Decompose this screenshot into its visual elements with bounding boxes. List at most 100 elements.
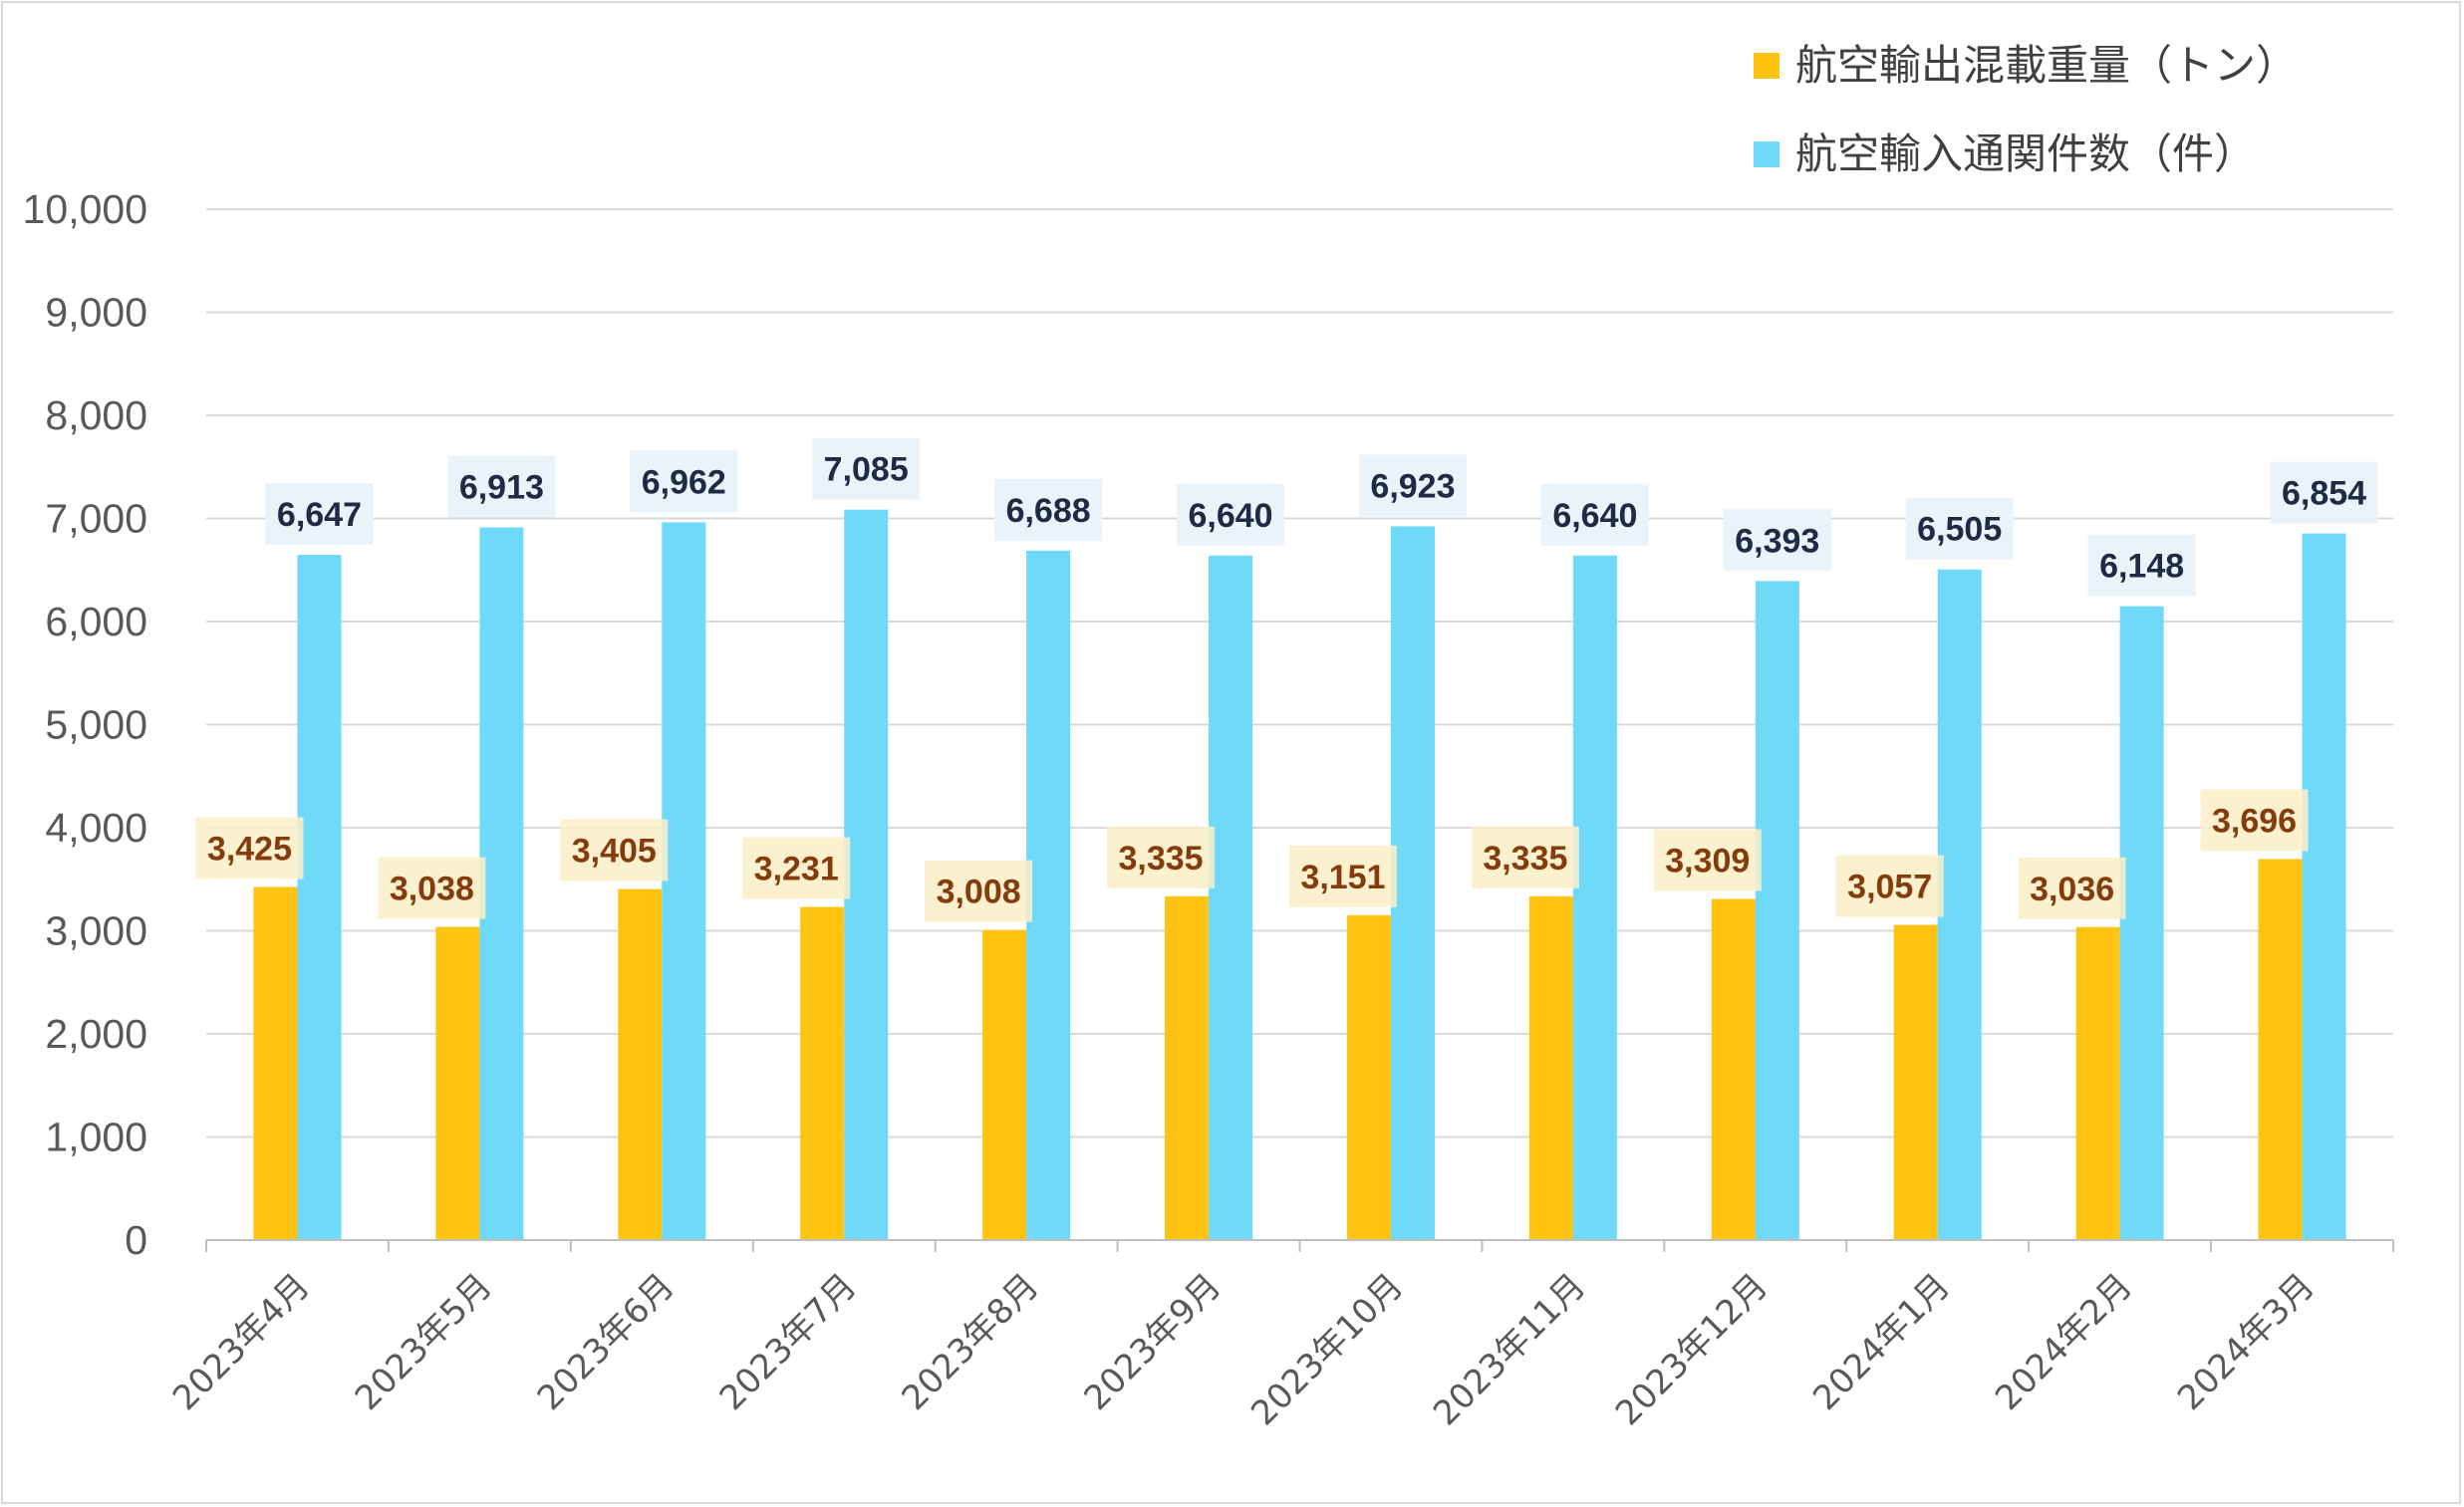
bar-export bbox=[253, 886, 298, 1240]
data-label-text: 3,036 bbox=[2030, 871, 2114, 908]
legend: 航空輸出混載重量（トン） 航空輸入通関件数（件） bbox=[1754, 41, 2298, 178]
bar-export bbox=[800, 906, 845, 1240]
data-label-import: 6,393 bbox=[1723, 509, 1831, 572]
data-label-import: 6,913 bbox=[447, 455, 556, 518]
bar-import bbox=[1026, 550, 1071, 1240]
bar-export bbox=[2258, 859, 2303, 1240]
data-label-import: 6,640 bbox=[1177, 483, 1285, 546]
data-label-export: 3,231 bbox=[742, 837, 851, 899]
data-label-box bbox=[994, 478, 1103, 541]
data-label-text: 3,405 bbox=[572, 833, 657, 871]
y-tick-label: 0 bbox=[125, 1217, 147, 1263]
data-label-box bbox=[1540, 483, 1649, 546]
data-label-text: 7,085 bbox=[824, 451, 909, 489]
data-label-box bbox=[1177, 483, 1285, 546]
data-label-box bbox=[925, 860, 1033, 922]
data-label-box bbox=[560, 819, 669, 881]
data-label-export: 3,335 bbox=[1471, 826, 1579, 888]
y-tick-label: 6,000 bbox=[45, 599, 147, 644]
data-label-import: 6,505 bbox=[1905, 497, 2014, 560]
data-label-box bbox=[2087, 534, 2196, 597]
data-label-box bbox=[1835, 855, 1944, 917]
bar-import bbox=[662, 522, 706, 1240]
data-label-box bbox=[2018, 857, 2126, 919]
data-label-import: 6,688 bbox=[994, 478, 1103, 541]
y-tick-label: 1,000 bbox=[45, 1115, 147, 1160]
bar-import bbox=[479, 527, 524, 1240]
data-label-export: 3,038 bbox=[378, 857, 486, 919]
x-tick-label: 2023年7月 bbox=[712, 1266, 865, 1418]
data-label-text: 6,640 bbox=[1188, 497, 1272, 535]
x-tick-label: 2023年4月 bbox=[165, 1266, 318, 1418]
bar-import bbox=[1209, 555, 1253, 1240]
data-label-box bbox=[1723, 509, 1831, 572]
bar-export bbox=[618, 888, 663, 1240]
data-label-box bbox=[630, 450, 738, 513]
bar-import bbox=[2119, 606, 2164, 1240]
data-label-box bbox=[447, 455, 556, 518]
gridlines bbox=[206, 208, 2393, 1138]
data-label-text: 6,505 bbox=[1917, 511, 2002, 549]
bar-import bbox=[1755, 581, 1799, 1240]
y-tick-label: 10,000 bbox=[23, 186, 147, 232]
bar-import bbox=[297, 555, 342, 1240]
data-label-export: 3,405 bbox=[560, 819, 669, 881]
data-label-import: 6,923 bbox=[1358, 454, 1467, 517]
y-tick-label: 7,000 bbox=[45, 496, 147, 542]
data-label-text: 3,038 bbox=[390, 871, 474, 908]
y-tick-label: 2,000 bbox=[45, 1011, 147, 1057]
data-label-text: 6,393 bbox=[1735, 522, 1819, 560]
bar-export bbox=[1346, 914, 1391, 1240]
data-label-text: 6,913 bbox=[459, 469, 544, 507]
legend-swatch-export bbox=[1754, 53, 1780, 79]
data-label-box bbox=[1358, 454, 1467, 517]
data-label-import: 6,962 bbox=[630, 450, 738, 513]
x-tick-label: 2024年1月 bbox=[1805, 1266, 1958, 1418]
data-label-box bbox=[2270, 461, 2378, 524]
data-label-text: 6,148 bbox=[2099, 548, 2184, 586]
y-tick-label: 3,000 bbox=[45, 908, 147, 954]
data-label-text: 3,057 bbox=[1847, 869, 1932, 906]
data-label-text: 3,151 bbox=[1300, 859, 1385, 896]
bar-import bbox=[844, 509, 889, 1240]
x-tick-label: 2023年12月 bbox=[1608, 1266, 1776, 1433]
x-tick-label: 2023年5月 bbox=[348, 1266, 500, 1418]
bar-import bbox=[1937, 569, 1982, 1240]
data-label-text: 3,696 bbox=[2212, 802, 2297, 840]
data-label-text: 6,640 bbox=[1552, 497, 1637, 535]
legend-label-export: 航空輸出混載重量（トン） bbox=[1795, 41, 2298, 90]
data-label-text: 3,335 bbox=[1118, 840, 1203, 878]
data-label-import: 6,854 bbox=[2270, 461, 2378, 524]
data-label-export: 3,036 bbox=[2018, 857, 2126, 919]
bar-export bbox=[1711, 898, 1756, 1240]
data-label-text: 3,309 bbox=[1665, 843, 1750, 880]
y-tick-label: 8,000 bbox=[45, 392, 147, 438]
bar-export bbox=[982, 929, 1027, 1240]
x-tick-label: 2023年8月 bbox=[895, 1266, 1047, 1418]
bar-import bbox=[1390, 526, 1435, 1240]
data-label-text: 3,335 bbox=[1483, 840, 1567, 878]
legend-label-import: 航空輸入通関件数（件） bbox=[1795, 129, 2256, 178]
data-label-export: 3,425 bbox=[195, 817, 304, 879]
data-label-import: 6,647 bbox=[265, 483, 374, 546]
data-label-import: 7,085 bbox=[812, 437, 921, 500]
bar-export bbox=[1893, 924, 1938, 1240]
x-tick-label: 2024年2月 bbox=[1988, 1266, 2140, 1418]
data-label-box bbox=[2200, 789, 2309, 852]
bar-export bbox=[1528, 895, 1573, 1240]
legend-swatch-import bbox=[1754, 141, 1780, 167]
data-label-text: 6,923 bbox=[1370, 467, 1455, 505]
data-label-box bbox=[1471, 826, 1579, 888]
data-label-text: 6,854 bbox=[2282, 475, 2366, 513]
bar-import bbox=[1572, 555, 1617, 1240]
x-tick-label: 2023年10月 bbox=[1243, 1266, 1411, 1433]
data-label-text: 3,231 bbox=[754, 851, 839, 888]
legend-item-export: 航空輸出混載重量（トン） bbox=[1754, 41, 2298, 90]
x-tick-label: 2023年11月 bbox=[1426, 1266, 1593, 1433]
data-label-text: 3,008 bbox=[937, 874, 1021, 911]
data-label-import: 6,640 bbox=[1540, 483, 1649, 546]
bars bbox=[253, 509, 2346, 1240]
bar-export bbox=[435, 926, 480, 1240]
y-tick-label: 5,000 bbox=[45, 702, 147, 748]
